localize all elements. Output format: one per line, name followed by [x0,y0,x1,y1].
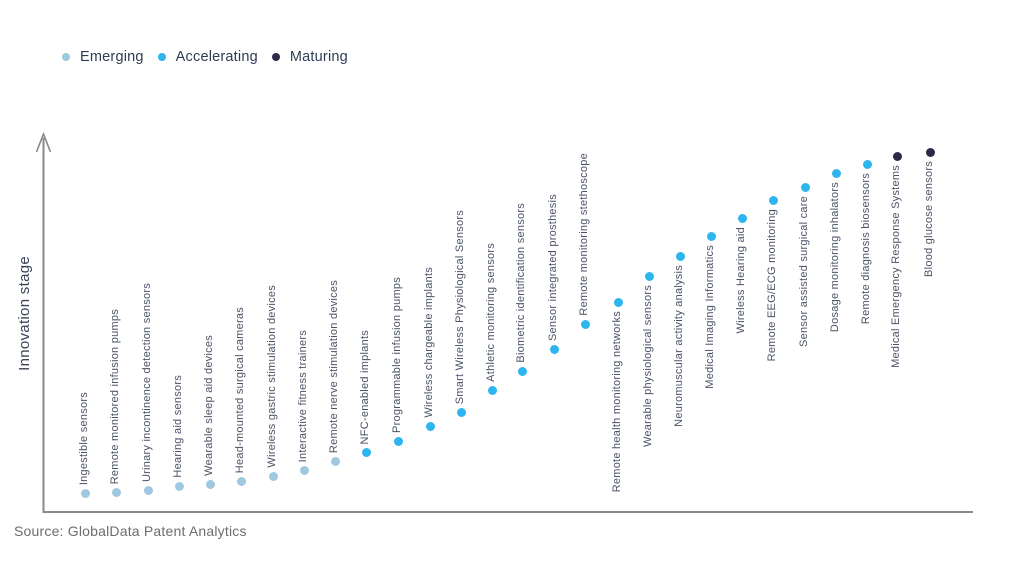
data-point-label: Smart Wireless Physiological Sensors [454,209,466,404]
legend-item-maturing: Maturing [271,49,348,65]
y-axis-label: Innovation stage [16,256,33,371]
source-text: Source: GlobalData Patent Analytics [14,523,247,539]
data-point-label: Dosage monitoring inhalators [829,182,841,333]
data-point-dot [268,471,278,481]
data-point-label: Neuromuscular activity analysis [673,265,685,427]
data-point-dot [299,465,309,475]
data-point-dot [330,456,340,466]
legend-label-maturing: Maturing [289,49,348,65]
data-point-dot [393,436,403,446]
data-point-dot [456,407,466,417]
data-point-label: Wearable sleep aid devices [203,335,215,476]
data-point-dot [800,182,810,192]
data-point-label: Sensor assisted surgical care [798,196,810,347]
data-point-dot [831,168,841,178]
data-point-label: Ingestible sensors [78,391,90,485]
data-point-dot [706,231,716,241]
data-point-dot [236,476,246,486]
legend-item-emerging: Emerging [62,49,144,65]
data-point-label: Sensor integrated prosthesis [547,193,559,341]
data-point-label: Hearing aid sensors [172,375,184,478]
data-point-label: Wearable physiological sensors [642,285,654,447]
data-point-label: Urinary incontinence detection sensors [141,282,153,482]
legend-label-emerging: Emerging [80,49,144,65]
data-point-dot [644,271,654,281]
data-point-label: Remote health monitoring networks [611,311,623,493]
data-point-dot [580,319,590,329]
data-point-label: Athletic monitoring sensors [485,243,497,382]
legend: Emerging Accelerating Maturing [62,49,348,65]
data-point-label: Wireless Hearing aid [735,227,747,334]
data-point-dot [80,488,90,498]
data-point-dot [425,421,435,431]
data-point-dot [487,385,497,395]
data-point-dot [768,195,778,205]
data-point-dot [613,297,623,307]
data-point-label: Medical Imaging Informatics [704,245,716,389]
maturing-dot-icon [271,53,280,61]
data-point-label: Biometric identification sensors [515,203,527,363]
data-point-dot [737,213,747,223]
data-point-dot [205,479,215,489]
data-point-dot [517,366,527,376]
accelerating-dot-icon [157,53,166,61]
data-point-label: Remote EEG/ECG monitoring [766,209,778,362]
data-point-dot [862,159,872,169]
data-point-label: Programmable infusion pumps [391,277,403,433]
data-point-dot [892,151,902,161]
data-point-dot [925,147,935,157]
legend-item-accelerating: Accelerating [157,49,258,65]
emerging-dot-icon [62,53,70,61]
data-point-dot [174,481,184,491]
data-point-dot [111,487,121,497]
legend-label-accelerating: Accelerating [175,49,258,65]
y-axis-arrow-icon [35,131,52,153]
data-point-label: Medical Emergency Response Systems [890,165,902,368]
data-point-label: Remote nerve stimulation devices [328,279,340,453]
data-point-label: Blood glucose sensors [923,161,935,277]
data-point-dot [361,447,371,457]
data-point-label: Remote monitored infusion pumps [109,308,121,484]
data-point-dot [143,485,153,495]
data-point-label: Wireless gastric stimulation devices [266,285,278,468]
data-point-label: Remote monitoring stethoscope [578,153,590,316]
data-point-label: Interactive fitness trainers [297,329,309,462]
data-point-label: Wireless chargeable implants [423,267,435,418]
data-point-label: Remote diagnosis biosensors [860,173,872,325]
data-point-label: NFC-enabled implants [359,329,371,444]
data-point-label: Head-mounted surgical cameras [234,306,246,473]
data-point-dot [549,344,559,354]
data-point-dot [675,251,685,261]
